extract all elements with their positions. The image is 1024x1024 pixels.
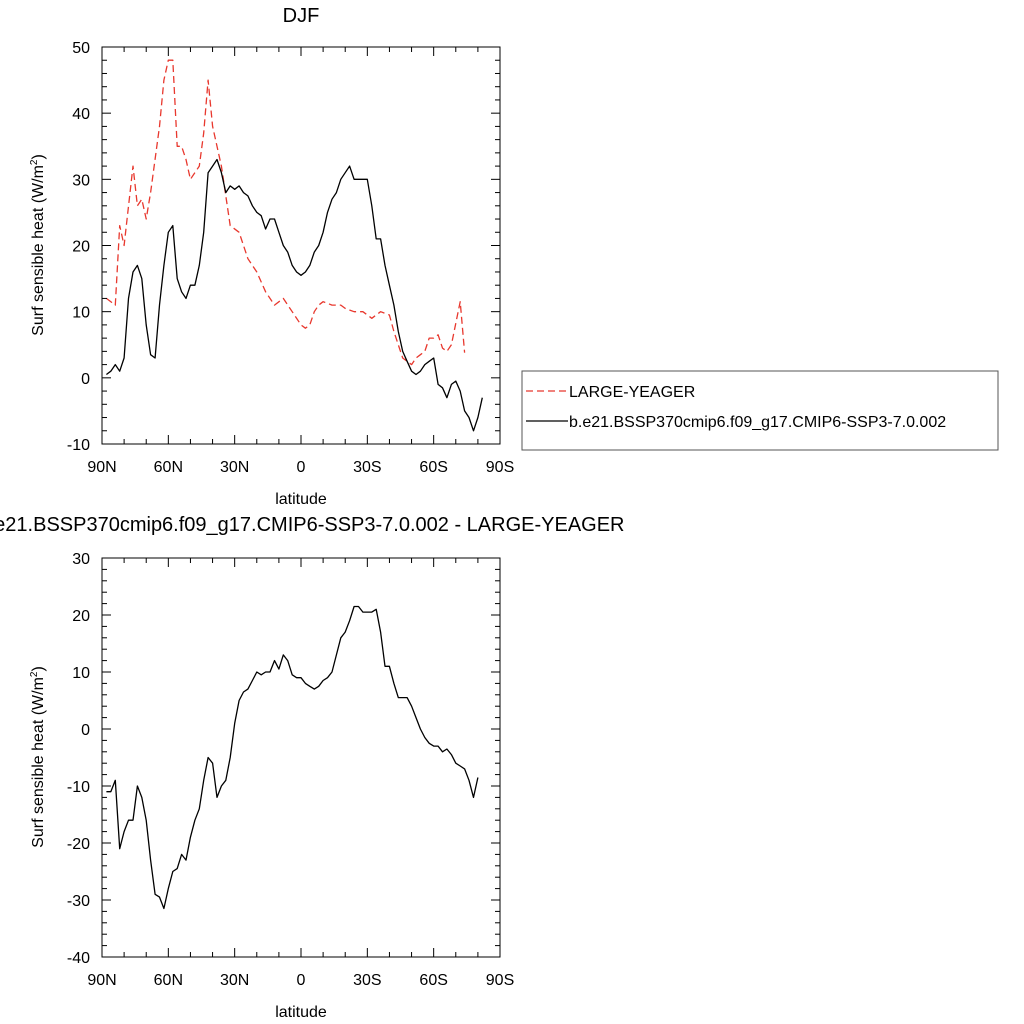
series-line-large-yeager — [106, 59, 466, 366]
x-tick-label: 90N — [87, 972, 116, 989]
x-tick-label: 90S — [486, 459, 514, 476]
y-axis-label: Surf sensible heat (W/m2) — [29, 666, 47, 848]
y-tick-label: -10 — [67, 437, 90, 454]
legend-label-bssp370: b.e21.BSSP370cmip6.f09_g17.CMIP6-SSP3-7.… — [569, 414, 946, 431]
y-tick-label: -20 — [67, 836, 90, 853]
y-tick-label: 20 — [72, 239, 90, 256]
x-tick-label: 0 — [297, 972, 306, 989]
x-tick-label: 30N — [220, 459, 249, 476]
y-tick-label: 50 — [72, 40, 90, 57]
x-axis-label: latitude — [275, 1004, 327, 1021]
chart-title: b.e21.BSSP370cmip6.f09_g17.CMIP6-SSP3-7.… — [0, 514, 625, 536]
legend: LARGE-YEAGER b.e21.BSSP370cmip6.f09_g17.… — [521, 370, 999, 451]
x-tick-label: 90N — [87, 459, 116, 476]
x-tick-label: 60S — [419, 972, 447, 989]
y-tick-label: -30 — [67, 893, 90, 910]
series-line-bssp370 — [106, 158, 483, 432]
y-tick-label: 0 — [81, 371, 90, 388]
panel-difference: b.e21.BSSP370cmip6.f09_g17.CMIP6-SSP3-7.… — [0, 514, 625, 1021]
x-tick-label: 60N — [154, 459, 183, 476]
x-tick-label: 30S — [353, 972, 381, 989]
plot-frame — [101, 46, 501, 445]
x-tick-label: 0 — [297, 459, 306, 476]
y-tick-label: 0 — [81, 722, 90, 739]
x-tick-label: 60N — [154, 972, 183, 989]
x-tick-label: 90S — [486, 972, 514, 989]
x-tick-label: 30N — [220, 972, 249, 989]
y-tick-label: 30 — [72, 551, 90, 568]
y-tick-label: 20 — [72, 608, 90, 625]
series-line-difference — [106, 605, 479, 910]
y-axis-label: Surf sensible heat (W/m2) — [29, 154, 47, 336]
plot-frame — [101, 557, 501, 958]
y-tick-label: 30 — [72, 172, 90, 189]
x-tick-label: 60S — [419, 459, 447, 476]
panel-djf: DJF 90N 60N 30N 0 30S 60S 90S -10 0 10 20 30 40 50 la… — [29, 5, 999, 508]
y-tick-label: 40 — [72, 106, 90, 123]
y-tick-label: -40 — [67, 950, 90, 967]
y-tick-label: 10 — [72, 665, 90, 682]
y-tick-label: 10 — [72, 305, 90, 322]
legend-box — [521, 370, 999, 451]
y-tick-label: -10 — [67, 779, 90, 796]
chart-title: DJF — [283, 5, 320, 27]
x-tick-label: 30S — [353, 459, 381, 476]
x-axis-label: latitude — [275, 491, 327, 508]
legend-label-large-yeager: LARGE-YEAGER — [569, 384, 695, 401]
